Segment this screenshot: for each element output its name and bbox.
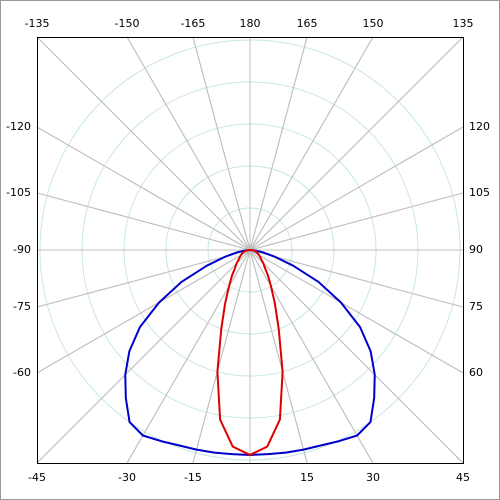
angle-label: 15 [300,471,314,484]
angle-label: -135 [25,17,50,30]
angle-label: -105 [6,186,31,199]
angle-label: 120 [469,120,490,133]
angle-label: 135 [453,17,474,30]
angle-label: -150 [115,17,140,30]
angle-label: 165 [297,17,318,30]
angle-label: 30 [366,471,380,484]
angle-label: -120 [6,120,31,133]
angle-label: 150 [362,17,383,30]
intensity-curve [216,249,284,456]
angle-label: -60 [13,366,31,379]
angle-label: 45 [456,471,470,484]
labels: -135 -150 -165 180 165 150 135 -120 -105 -90 -75 -6… [6,17,490,484]
angle-label: -90 [13,243,31,256]
angle-label: -30 [118,471,136,484]
angle-label: 75 [469,300,483,313]
angle-label: -75 [13,300,31,313]
angle-label: -45 [28,471,46,484]
angle-label: 180 [240,17,261,30]
angle-label: -165 [180,17,205,30]
plot-frame [37,37,464,464]
angle-label: 90 [469,243,483,256]
angle-label: -15 [184,471,202,484]
angle-label: 105 [469,186,490,199]
curves [124,249,376,456]
angle-label: 60 [469,366,483,379]
